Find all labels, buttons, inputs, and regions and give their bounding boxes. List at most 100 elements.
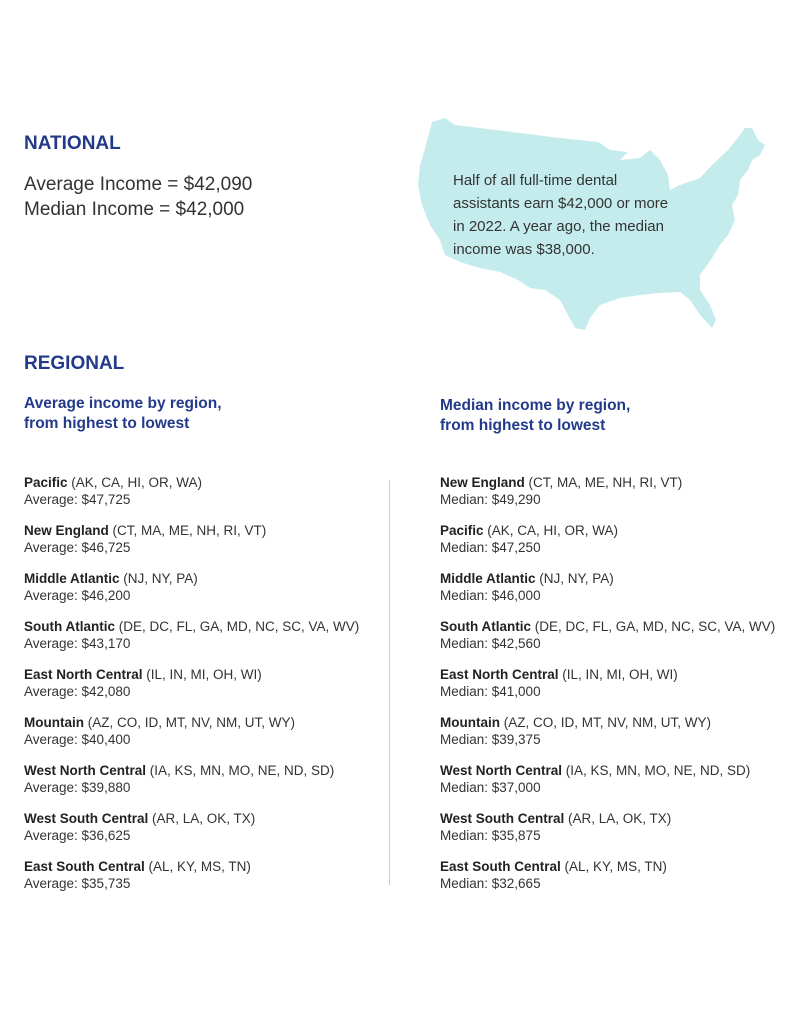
region-name: South Atlantic (24, 619, 115, 634)
region-states: (AK, CA, HI, OR, WA) (71, 475, 203, 490)
region-value: Average: $47,725 (24, 492, 131, 507)
region-value: Average: $46,200 (24, 588, 131, 603)
region-value: Median: $46,000 (440, 588, 541, 603)
region-states: (AZ, CO, ID, MT, NV, NM, UT, WY) (87, 715, 296, 730)
median-title-line: from highest to lowest (440, 417, 606, 434)
national-heading: NATIONAL (24, 133, 121, 154)
entry-line: East South Central (AL, KY, MS, TN) (24, 858, 394, 875)
region-states: (DE, DC, FL, GA, MD, NC, SC, VA, WV) (534, 619, 776, 634)
region-value: Median: $39,375 (440, 732, 541, 747)
entry-line: East North Central (IL, IN, MI, OH, WI) (24, 666, 394, 683)
entry-line: West South Central (AR, LA, OK, TX) (440, 810, 791, 827)
region-name: West North Central (440, 763, 563, 778)
region-value: Average: $42,080 (24, 684, 131, 699)
median-entry: West North Central (IA, KS, MN, MO, NE, … (440, 762, 791, 810)
region-states: (IL, IN, MI, OH, WI) (146, 667, 262, 682)
region-name: Pacific (440, 523, 484, 538)
region-value: Average: $36,625 (24, 828, 131, 843)
region-name: South Atlantic (440, 619, 531, 634)
column-divider (389, 480, 390, 885)
region-value: Average: $43,170 (24, 636, 131, 651)
region-name: West North Central (24, 763, 147, 778)
median-entry: New England (CT, MA, ME, NH, RI, VT) Medi… (440, 474, 791, 522)
region-states: (NJ, NY, PA) (539, 571, 614, 586)
median-entry: Middle Atlantic (NJ, NY, PA) Median: $46,… (440, 570, 791, 618)
national-average: Average Income = $42,090 (24, 174, 253, 195)
median-entry: East South Central (AL, KY, MS, TN) Media… (440, 858, 791, 906)
entry-line: West South Central (AR, LA, OK, TX) (24, 810, 394, 827)
region-states: (AR, LA, OK, TX) (568, 811, 672, 826)
entry-line: Mountain (AZ, CO, ID, MT, NV, NM, UT, WY… (24, 714, 394, 731)
region-states: (AL, KY, MS, TN) (564, 859, 667, 874)
entry-line: Middle Atlantic (NJ, NY, PA) (24, 570, 394, 587)
region-name: New England (24, 523, 109, 538)
region-value: Average: $40,400 (24, 732, 131, 747)
region-value: Median: $42,560 (440, 636, 541, 651)
region-name: East North Central (440, 667, 559, 682)
region-name: Middle Atlantic (440, 571, 536, 586)
average-entry: New England (CT, MA, ME, NH, RI, VT) Aver… (24, 522, 394, 570)
average-entry: Middle Atlantic (NJ, NY, PA) Average: $46… (24, 570, 394, 618)
region-name: Mountain (440, 715, 500, 730)
region-states: (CT, MA, ME, NH, RI, VT) (528, 475, 683, 490)
region-states: (AR, LA, OK, TX) (152, 811, 256, 826)
region-value: Average: $35,735 (24, 876, 131, 891)
region-states: (NJ, NY, PA) (123, 571, 198, 586)
median-title: Median income by region, from highest to… (440, 396, 630, 436)
entry-line: Mountain (AZ, CO, ID, MT, NV, NM, UT, WY… (440, 714, 791, 731)
region-states: (IA, KS, MN, MO, NE, ND, SD) (149, 763, 335, 778)
average-title-line: Average income by region, (24, 395, 222, 412)
entry-line: New England (CT, MA, ME, NH, RI, VT) (440, 474, 791, 491)
median-note: Half of all full-time dental assistants … (453, 172, 669, 258)
region-value: Average: $39,880 (24, 780, 131, 795)
median-entry: Mountain (AZ, CO, ID, MT, NV, NM, UT, WY… (440, 714, 791, 762)
median-entry: South Atlantic (DE, DC, FL, GA, MD, NC, … (440, 618, 791, 666)
region-value: Average: $46,725 (24, 540, 131, 555)
region-name: West South Central (440, 811, 565, 826)
region-name: West South Central (24, 811, 149, 826)
entry-line: East South Central (AL, KY, MS, TN) (440, 858, 791, 875)
region-value: Median: $41,000 (440, 684, 541, 699)
region-name: Pacific (24, 475, 68, 490)
us-map-shape (418, 118, 765, 330)
entry-line: Pacific (AK, CA, HI, OR, WA) (24, 474, 394, 491)
region-states: (CT, MA, ME, NH, RI, VT) (112, 523, 267, 538)
region-name: East North Central (24, 667, 143, 682)
region-value: Median: $37,000 (440, 780, 541, 795)
region-name: East South Central (24, 859, 145, 874)
entry-line: New England (CT, MA, ME, NH, RI, VT) (24, 522, 394, 539)
region-value: Median: $32,665 (440, 876, 541, 891)
median-entry: Pacific (AK, CA, HI, OR, WA) Median: $47,… (440, 522, 791, 570)
region-states: (IL, IN, MI, OH, WI) (562, 667, 678, 682)
region-name: Middle Atlantic (24, 571, 120, 586)
average-list: Pacific (AK, CA, HI, OR, WA) Average: $47… (24, 474, 394, 906)
region-name: New England (440, 475, 525, 490)
region-value: Median: $49,290 (440, 492, 541, 507)
entry-line: Pacific (AK, CA, HI, OR, WA) (440, 522, 791, 539)
region-value: Median: $35,875 (440, 828, 541, 843)
average-entry: Pacific (AK, CA, HI, OR, WA) Average: $47… (24, 474, 394, 522)
region-states: (AK, CA, HI, OR, WA) (487, 523, 619, 538)
average-title-line: from highest to lowest (24, 415, 190, 432)
national-median: Median Income = $42,000 (24, 199, 245, 220)
average-entry: South Atlantic (DE, DC, FL, GA, MD, NC, … (24, 618, 394, 666)
region-states: (IA, KS, MN, MO, NE, ND, SD) (565, 763, 751, 778)
median-entry: West South Central (AR, LA, OK, TX) Media… (440, 810, 791, 858)
region-states: (AZ, CO, ID, MT, NV, NM, UT, WY) (503, 715, 712, 730)
entry-line: West North Central (IA, KS, MN, MO, NE, … (24, 762, 394, 779)
entry-line: South Atlantic (DE, DC, FL, GA, MD, NC, … (24, 618, 394, 635)
entry-line: South Atlantic (DE, DC, FL, GA, MD, NC, … (440, 618, 791, 635)
region-states: (AL, KY, MS, TN) (148, 859, 251, 874)
average-entry: West North Central (IA, KS, MN, MO, NE, … (24, 762, 394, 810)
average-entry: Mountain (AZ, CO, ID, MT, NV, NM, UT, WY… (24, 714, 394, 762)
region-value: Median: $47,250 (440, 540, 541, 555)
average-entry: West South Central (AR, LA, OK, TX) Avera… (24, 810, 394, 858)
median-list: New England (CT, MA, ME, NH, RI, VT) Medi… (440, 474, 791, 906)
us-map-graphic (418, 118, 765, 330)
entry-line: Middle Atlantic (NJ, NY, PA) (440, 570, 791, 587)
region-states: (DE, DC, FL, GA, MD, NC, SC, VA, WV) (118, 619, 360, 634)
entry-line: West North Central (IA, KS, MN, MO, NE, … (440, 762, 791, 779)
region-name: East South Central (440, 859, 561, 874)
average-entry: East South Central (AL, KY, MS, TN) Avera… (24, 858, 394, 906)
